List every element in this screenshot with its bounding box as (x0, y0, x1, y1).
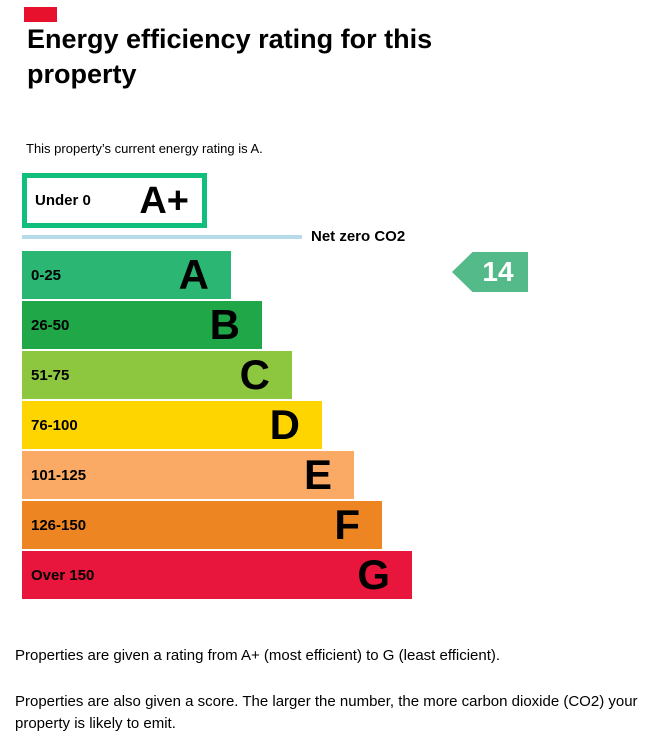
score-explanation-text: Properties are also given a score. The l… (15, 693, 638, 732)
band-range-label: Over 150 (31, 566, 95, 584)
band-range-label: 51-75 (31, 366, 70, 384)
red-marker (24, 7, 57, 22)
epc-band-b: 26-50 B (22, 301, 262, 349)
epc-band-d: 76-100 D (22, 401, 322, 449)
band-letter-label: B (209, 301, 240, 348)
net-zero-divider: Net zero CO2 (22, 228, 502, 251)
epc-band-g: Over 150 G (22, 551, 412, 599)
rating-explanation-text: Properties are given a rating from A+ (m… (15, 647, 501, 664)
page-title: Energy efficiency rating for this proper… (27, 24, 433, 89)
current-rating-summary: This property’s current energy rating is… (26, 141, 263, 156)
epc-band-aplus: Under 0 A+ (22, 173, 207, 228)
net-zero-line (22, 235, 302, 239)
band-range-label: 26-50 (31, 316, 70, 334)
band-letter-label: D (269, 401, 300, 448)
epc-band-list: 0-25 A 26-50 B 51-75 C 76-100 D 101-125 … (22, 251, 502, 599)
band-range-label: Under 0 (35, 192, 91, 209)
band-letter-label: F (334, 501, 360, 548)
band-range-label: 76-100 (31, 416, 78, 434)
epc-band-e: 101-125 E (22, 451, 354, 499)
epc-band-a: 0-25 A (22, 251, 231, 299)
band-letter-label: C (239, 351, 270, 398)
net-zero-label: Net zero CO2 (311, 228, 406, 245)
band-letter-label: A+ (139, 179, 189, 222)
epc-band-c: 51-75 C (22, 351, 292, 399)
band-range-label: 0-25 (31, 266, 62, 284)
epc-band-f: 126-150 F (22, 501, 382, 549)
current-score-value: 14 (482, 256, 514, 287)
band-range-label: 126-150 (31, 516, 87, 534)
epc-band-list-top: Under 0 A+ (22, 173, 502, 228)
band-letter-label: G (357, 551, 390, 598)
band-letter-label: A (178, 251, 209, 298)
epc-chart: Under 0 A+ Net zero CO2 0-25 A 26-50 B 5… (22, 173, 502, 601)
band-letter-label: E (303, 451, 332, 498)
band-range-label: 101-125 (31, 466, 87, 484)
